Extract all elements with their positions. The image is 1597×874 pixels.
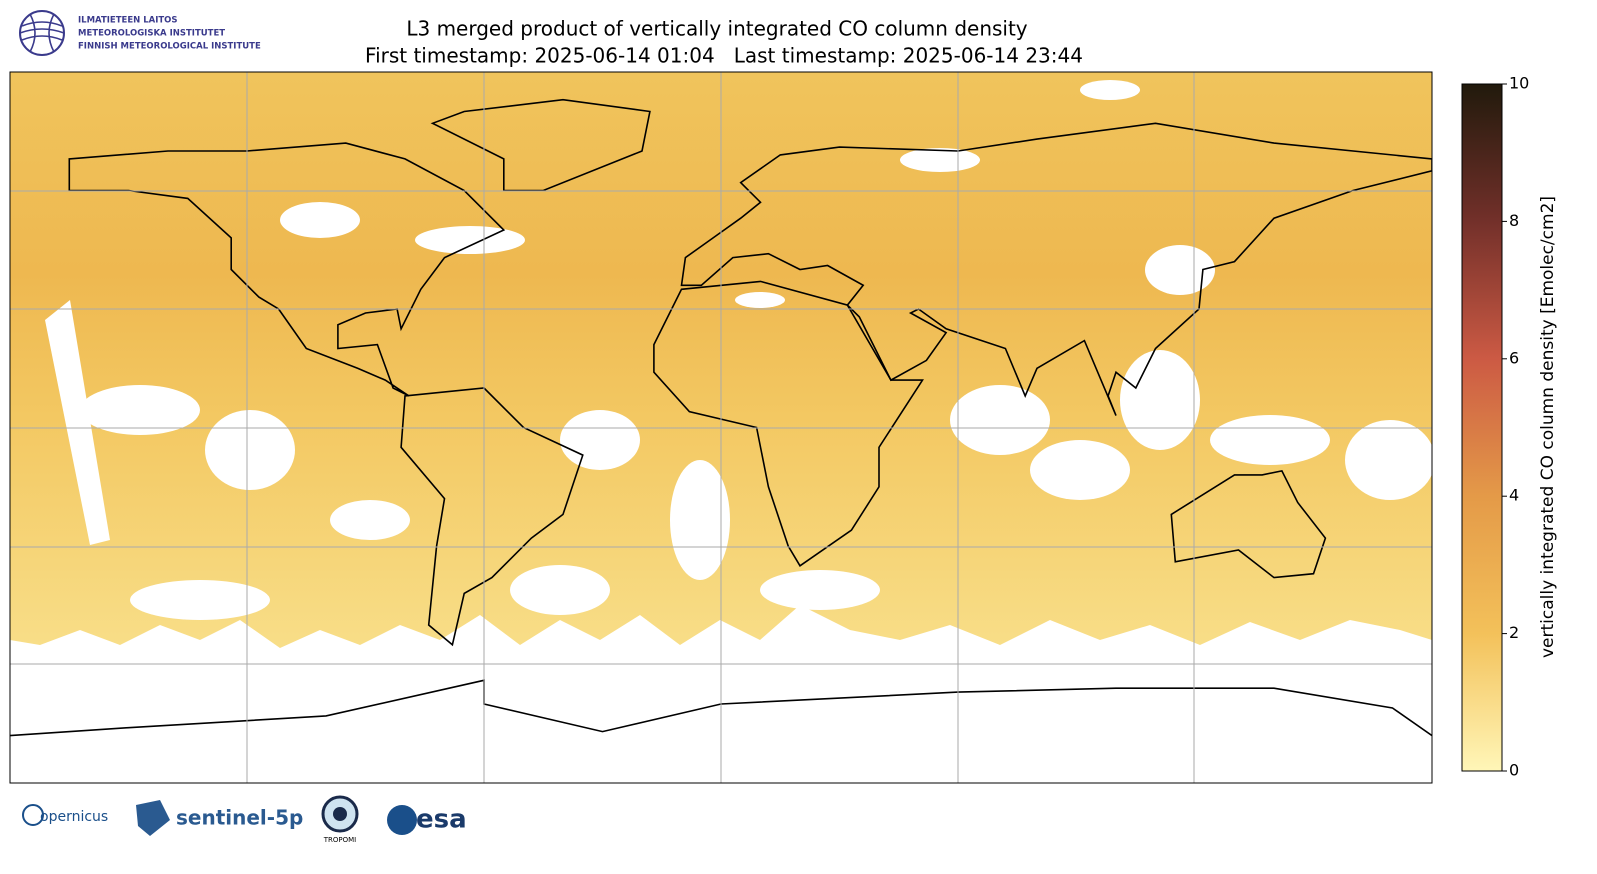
fmi-logo: ILMATIETEEN LAITOS METEOROLOGISKA INSTIT… (19, 10, 261, 56)
colorbar: vertically integrated CO column density … (1461, 74, 1558, 780)
footer-logos: opernicus sentinel-5p TROPOMI esa (22, 795, 467, 844)
graticule (10, 72, 1432, 783)
title: L3 merged product of vertically integrat… (406, 17, 1027, 41)
institute-line: METEOROLOGISKA INSTITUTET (78, 29, 225, 39)
logo-text: TROPOMI (323, 836, 356, 844)
colorbar-tick-label: 8 (1509, 211, 1519, 230)
logo-text: opernicus (40, 809, 108, 825)
subtitle: First timestamp: 2025-06-14 01:04 Last t… (365, 44, 1083, 68)
sentinel-icon (136, 800, 170, 836)
logo-text: esa (416, 805, 467, 835)
colorbar-tick-label: 10 (1509, 74, 1529, 93)
institute-line: FINNISH METEOROLOGICAL INSTITUTE (78, 42, 261, 52)
colorbar-tick-label: 2 (1509, 623, 1519, 642)
colorbar-tick-label: 0 (1509, 761, 1519, 780)
map (10, 72, 1432, 783)
colorbar-tick-label: 4 (1509, 486, 1519, 505)
colorbar-ramp (1461, 83, 1503, 772)
logo-text: sentinel-5p (176, 806, 303, 830)
institute-line: ILMATIETEEN LAITOS (78, 16, 178, 26)
colorbar-tick-label: 6 (1509, 348, 1519, 367)
colorbar-label: vertically integrated CO column density … (1538, 196, 1558, 658)
map-frame (9, 71, 1433, 784)
coastlines (10, 98, 1432, 737)
